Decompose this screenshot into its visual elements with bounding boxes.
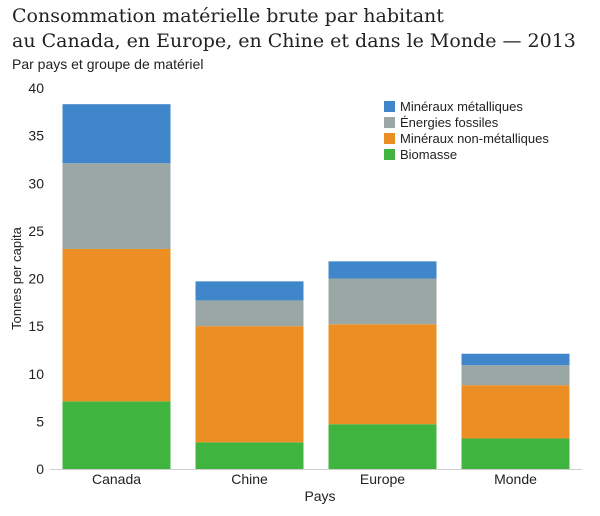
y-tick-label: 10 — [28, 366, 44, 382]
legend-label: Minéraux non-métalliques — [400, 131, 549, 146]
bar-segment — [62, 401, 171, 469]
bar-segment — [195, 326, 304, 443]
x-tick-label: Monde — [494, 471, 537, 487]
legend-swatch — [384, 101, 395, 112]
x-axis-label: Pays — [304, 488, 335, 504]
bar-segment — [195, 442, 304, 469]
legend-swatch — [384, 149, 395, 160]
y-tick-label: 15 — [28, 318, 44, 334]
legend-swatch — [384, 117, 395, 128]
bar-segment — [461, 385, 570, 439]
legend-label: Énergies fossiles — [400, 115, 499, 130]
chart-title-line-2: au Canada, en Europe, en Chine et dans l… — [12, 30, 576, 52]
chart-title: Consommation matérielle brute par habita… — [12, 4, 592, 54]
bar-segment — [62, 104, 171, 164]
y-tick-label: 20 — [28, 271, 44, 287]
bar-segment — [62, 163, 171, 249]
y-tick-label: 30 — [28, 175, 44, 191]
legend-label: Minéraux métalliques — [400, 99, 523, 114]
y-tick-label: 5 — [36, 413, 44, 429]
x-tick-label: Chine — [231, 471, 268, 487]
y-tick-label: 25 — [28, 223, 44, 239]
bar-segment — [461, 353, 570, 366]
bar-segment — [62, 248, 171, 402]
y-tick-label: 0 — [36, 461, 44, 477]
bar-segment — [328, 278, 437, 325]
x-tick-label: Canada — [92, 471, 141, 487]
bar-segment — [328, 261, 437, 279]
x-tick-label: Europe — [360, 471, 405, 487]
bar-segment — [328, 324, 437, 425]
chart-title-line-1: Consommation matérielle brute par habita… — [12, 5, 444, 27]
legend-label: Biomasse — [400, 147, 457, 162]
bar-segment — [195, 281, 304, 301]
bar-segment — [461, 438, 570, 469]
chart-subtitle: Par pays et groupe de matériel — [12, 56, 204, 72]
bar-segment — [461, 365, 570, 386]
y-tick-label: 35 — [28, 128, 44, 144]
bar-segment — [328, 424, 437, 469]
y-tick-label: 40 — [28, 80, 44, 96]
y-axis-label: Tonnes per capita — [9, 226, 24, 329]
bar-segment — [195, 300, 304, 327]
legend-swatch — [384, 133, 395, 144]
